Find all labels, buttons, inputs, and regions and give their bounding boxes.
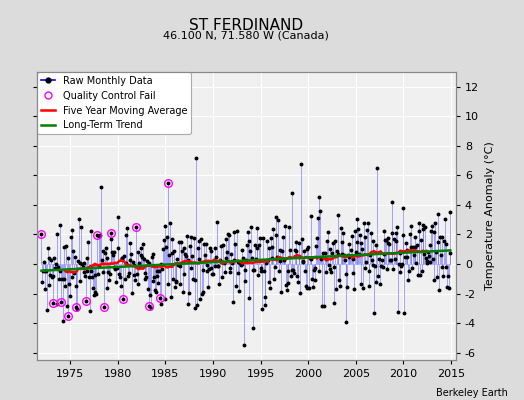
Text: 46.100 N, 71.580 W (Canada): 46.100 N, 71.580 W (Canada) (163, 30, 329, 40)
Legend: Raw Monthly Data, Quality Control Fail, Five Year Moving Average, Long-Term Tren: Raw Monthly Data, Quality Control Fail, … (37, 72, 191, 134)
Text: ST FERDINAND: ST FERDINAND (189, 18, 303, 33)
Y-axis label: Temperature Anomaly (°C): Temperature Anomaly (°C) (485, 142, 495, 290)
Text: Berkeley Earth: Berkeley Earth (436, 388, 508, 398)
